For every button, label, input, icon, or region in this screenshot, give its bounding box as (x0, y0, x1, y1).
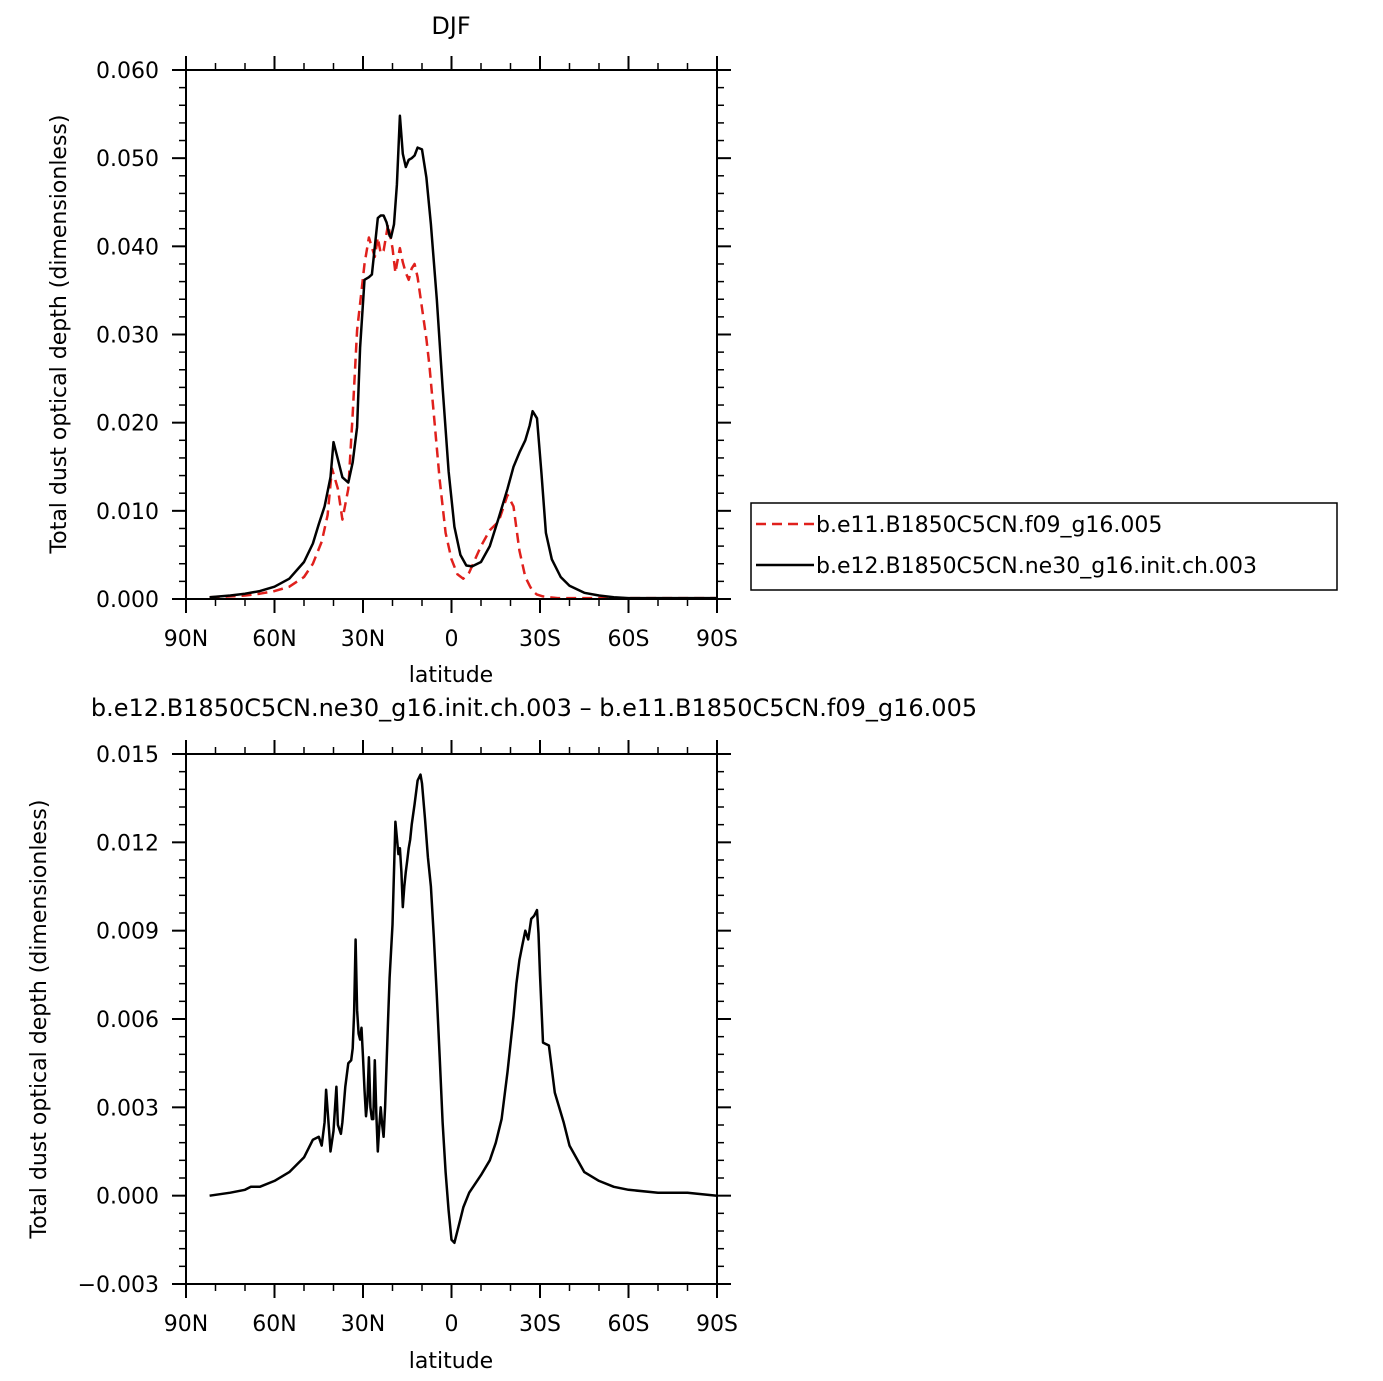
top-chart-ylabel: Total dust optical depth (dimensionless) (47, 115, 72, 555)
y-tick-label: 0.060 (96, 59, 159, 84)
x-tick-label: 0 (445, 1312, 459, 1337)
top-series-red-dashed (209, 223, 717, 600)
y-tick-label: 0.030 (96, 324, 159, 349)
top-chart-xlabel: latitude (409, 663, 493, 688)
y-tick-label: 0.000 (96, 588, 159, 613)
y-tick-label: 0.020 (96, 412, 159, 437)
legend-box (750, 502, 1338, 591)
top-chart-series (209, 114, 717, 600)
y-tick-label: 0.015 (96, 743, 159, 768)
top-chart-axes: 90N 60N 30N 0 30S 60S 90S 0.000 0.010 0.020 0.030 0… (96, 56, 738, 652)
y-tick-label: −0.003 (78, 1273, 159, 1298)
legend-label-black: b.e12.B1850C5CN.ne30_g16.init.ch.003 (816, 554, 1257, 579)
x-tick-label: 60S (608, 627, 650, 652)
x-tick-label: 30S (519, 1312, 561, 1337)
legend-label-red: b.e11.B1850C5CN.f09_g16.005 (816, 513, 1162, 538)
top-chart-title: DJF (431, 12, 470, 40)
y-tick-label: 0.003 (96, 1096, 159, 1121)
top-series-black-solid (209, 114, 717, 600)
y-tick-label: 0.050 (96, 147, 159, 172)
bottom-chart-axes: 90N 60N 30N 0 30S 60S 90S −0.003 0.000 0.003 0.006… (78, 740, 738, 1337)
top-chart-frame (185, 69, 718, 600)
x-tick-label: 0 (445, 627, 459, 652)
bottom-chart-frame (185, 753, 718, 1285)
y-tick-label: 0.012 (96, 831, 159, 856)
x-tick-label: 30N (341, 1312, 385, 1337)
bottom-series-black-solid (209, 773, 718, 1245)
y-tick-label: 0.000 (96, 1185, 159, 1210)
x-tick-label: 60N (252, 627, 296, 652)
x-tick-label: 90S (696, 1312, 738, 1337)
x-tick-label: 60S (608, 1312, 650, 1337)
bottom-chart: b.e12.B1850C5CN.ne30_g16.init.ch.003 – b… (27, 694, 977, 1374)
y-tick-label: 0.009 (96, 920, 159, 945)
bottom-chart-series (209, 773, 718, 1245)
y-tick-label: 0.010 (96, 500, 159, 525)
bottom-chart-xlabel: latitude (409, 1349, 493, 1374)
top-chart: DJF 90N 60N 30N 0 30S 60S 90S 0.000 0.010 0.020 0.… (47, 12, 1338, 688)
x-tick-label: 30N (341, 627, 385, 652)
x-tick-label: 90N (164, 1312, 208, 1337)
y-tick-label: 0.006 (96, 1008, 159, 1033)
x-tick-label: 60N (252, 1312, 296, 1337)
x-tick-label: 30S (519, 627, 561, 652)
bottom-chart-title: b.e12.B1850C5CN.ne30_g16.init.ch.003 – b… (91, 694, 977, 722)
y-tick-label: 0.040 (96, 235, 159, 260)
legend: b.e11.B1850C5CN.f09_g16.005 b.e12.B1850C… (750, 502, 1338, 591)
bottom-chart-ylabel: Total dust optical depth (dimensionless) (27, 800, 52, 1240)
x-tick-label: 90N (164, 627, 208, 652)
x-tick-label: 90S (696, 627, 738, 652)
